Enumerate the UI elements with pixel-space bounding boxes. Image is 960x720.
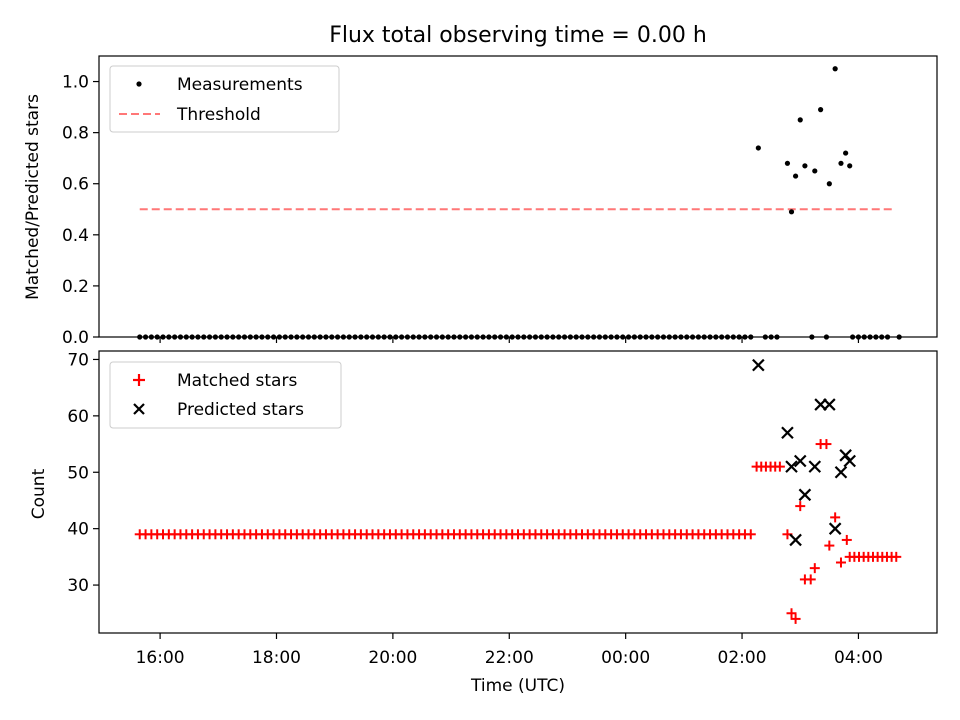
measurement-point bbox=[832, 66, 838, 72]
measurement-point bbox=[797, 117, 803, 123]
measurement-point bbox=[788, 209, 795, 215]
measurement-point bbox=[812, 168, 818, 174]
legend-marker-predicted bbox=[133, 403, 145, 415]
matched-star-point bbox=[841, 534, 852, 545]
matched-star-point bbox=[824, 540, 835, 551]
legend-label-measurements: Measurements bbox=[177, 75, 303, 95]
matched-star-point bbox=[774, 461, 785, 472]
matched-star-point bbox=[786, 608, 797, 619]
predicted-star-point bbox=[789, 533, 802, 547]
predicted-star-point bbox=[781, 426, 794, 440]
predicted-star-point bbox=[834, 465, 848, 479]
x-tick-label: 16:00 bbox=[136, 648, 185, 668]
bottom-legend: Matched stars Predicted stars bbox=[109, 361, 342, 429]
x-tick-label: 20:00 bbox=[368, 648, 417, 668]
y-tick-label: 70 bbox=[67, 350, 89, 370]
bottom-panel: 30 40 50 60 70 16:00 18:00 20:00 22:00 00:00 02:0… bbox=[29, 350, 938, 696]
matched-star-point bbox=[795, 501, 806, 512]
matched-star-point bbox=[790, 613, 801, 624]
predicted-star-point bbox=[793, 454, 807, 468]
bottom-y-ticks: 30 40 50 60 70 bbox=[67, 350, 99, 596]
measurement-point bbox=[792, 173, 799, 179]
measurement-point bbox=[847, 163, 853, 169]
figure-title: Flux total observing time = 0.00 h bbox=[329, 23, 707, 48]
matched-star-point bbox=[830, 512, 841, 523]
y-tick-label: 40 bbox=[67, 520, 89, 540]
matched-star-point bbox=[821, 439, 832, 450]
legend-label-threshold: Threshold bbox=[176, 105, 261, 125]
predicted-star-point bbox=[839, 449, 852, 462]
legend-marker-matched bbox=[133, 374, 145, 386]
predicted-star-point bbox=[798, 488, 812, 502]
measurement-point bbox=[802, 163, 808, 169]
matched-star-point bbox=[835, 557, 846, 568]
legend-label-predicted: Predicted stars bbox=[177, 400, 304, 420]
top-x-ticks bbox=[159, 337, 860, 343]
bottom-y-axis-label: Count bbox=[29, 468, 49, 519]
y-tick-label: 0.0 bbox=[62, 328, 89, 348]
legend-label-matched: Matched stars bbox=[177, 371, 297, 391]
x-axis-label: Time (UTC) bbox=[470, 676, 565, 696]
predicted-star-point bbox=[823, 398, 836, 411]
x-tick-label: 02:00 bbox=[718, 648, 767, 668]
x-tick-label: 00:00 bbox=[601, 648, 650, 668]
bottom-legend-box bbox=[109, 361, 342, 429]
measurement-point bbox=[843, 150, 849, 156]
x-tick-label: 22:00 bbox=[485, 648, 534, 668]
predicted-star-point bbox=[828, 522, 842, 535]
y-tick-label: 0.2 bbox=[62, 277, 89, 297]
y-tick-label: 0.6 bbox=[62, 175, 89, 195]
matched-star-point bbox=[891, 551, 902, 562]
measurement-point bbox=[826, 181, 832, 187]
y-tick-label: 1.0 bbox=[62, 73, 89, 93]
top-legend-box bbox=[109, 65, 340, 133]
legend-marker-measurements bbox=[136, 81, 142, 87]
bottom-axes-frame bbox=[98, 350, 938, 634]
predicted-star-point bbox=[785, 460, 798, 473]
y-tick-label: 0.8 bbox=[62, 124, 89, 144]
bottom-x-ticks: 16:00 18:00 20:00 22:00 00:00 02:00 04:00 bbox=[136, 633, 883, 668]
matched-star-point bbox=[805, 574, 816, 585]
measurement-point bbox=[755, 145, 761, 151]
y-tick-label: 0.4 bbox=[62, 226, 89, 246]
y-tick-label: 30 bbox=[67, 576, 89, 596]
y-tick-label: 50 bbox=[67, 463, 89, 483]
top-y-axis-label: Matched/Predicted stars bbox=[23, 94, 43, 300]
matched-star-point bbox=[745, 529, 756, 540]
measurement-point bbox=[784, 160, 791, 166]
predicted-star-point bbox=[808, 460, 822, 473]
x-tick-label: 18:00 bbox=[252, 648, 301, 668]
x-tick-label: 04:00 bbox=[834, 648, 883, 668]
measurement-point bbox=[818, 107, 824, 113]
measurement-point bbox=[838, 160, 844, 166]
y-tick-label: 60 bbox=[67, 407, 89, 427]
top-axes-frame bbox=[98, 55, 938, 338]
matched-star-point bbox=[809, 563, 820, 574]
top-legend: Measurements Threshold bbox=[109, 65, 340, 133]
bottom-plot-marks bbox=[134, 358, 902, 624]
predicted-star-point bbox=[843, 454, 856, 468]
top-panel: 0.0 0.2 0.4 0.6 0.8 1.0 Matched/Predicted sta… bbox=[23, 55, 938, 348]
predicted-star-point bbox=[752, 358, 765, 372]
top-y-ticks: 0.0 0.2 0.4 0.6 0.8 1.0 bbox=[62, 73, 99, 348]
